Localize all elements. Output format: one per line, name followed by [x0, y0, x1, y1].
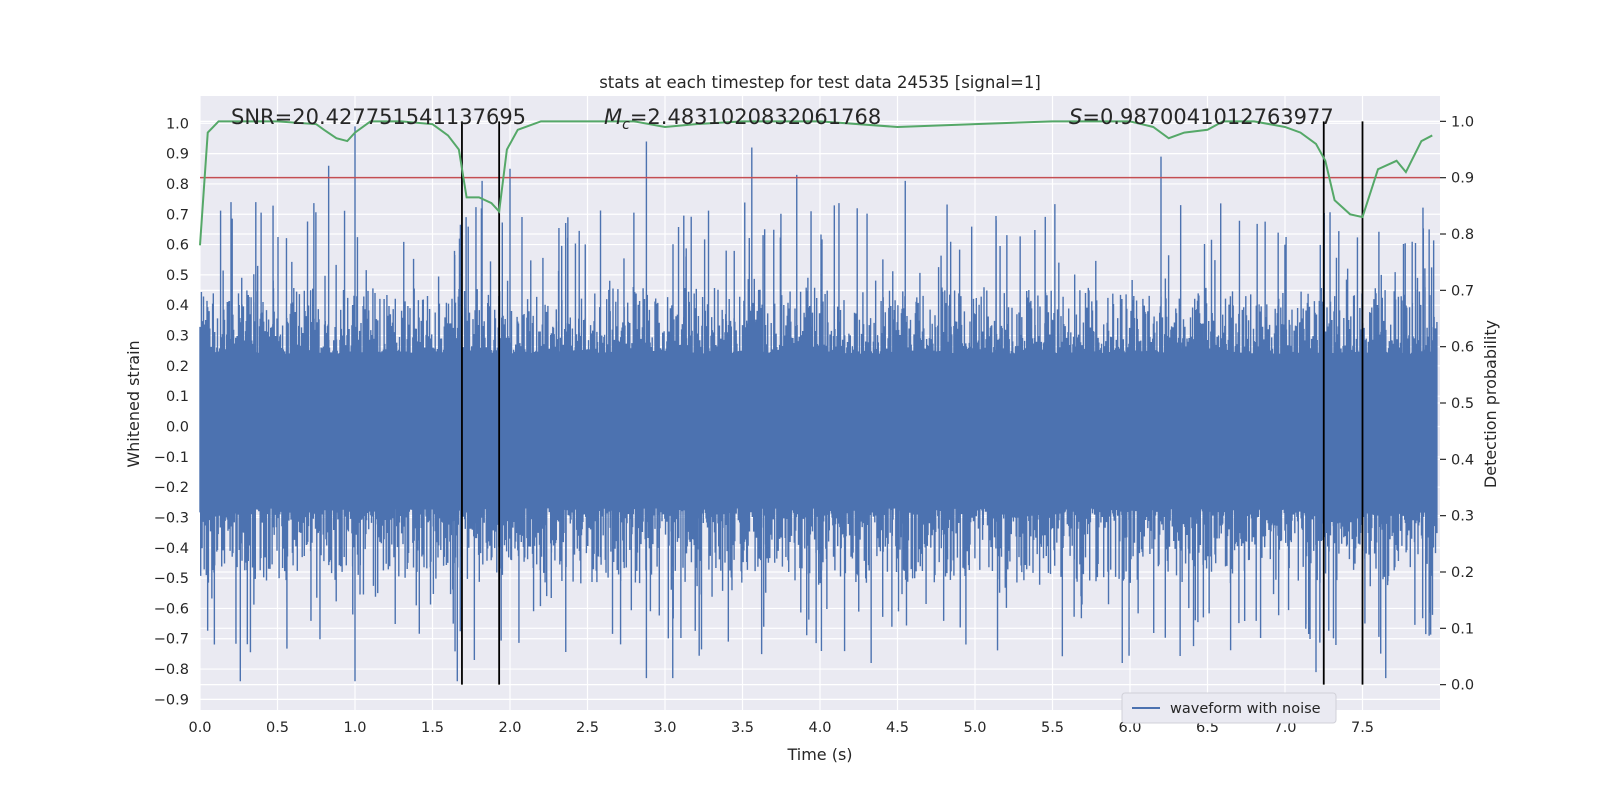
y-right-tick-label: 1.0: [1451, 114, 1474, 130]
s-value: =0.9870041012763977: [1082, 105, 1333, 129]
s-symbol: S: [1069, 105, 1082, 129]
y-left-tick-label: 0.9: [166, 147, 189, 163]
x-tick-label: 2.0: [498, 720, 521, 736]
y-right-tick-label: 0.1: [1451, 621, 1474, 637]
y-left-tick-label: −0.7: [154, 632, 189, 648]
legend-label: waveform with noise: [1170, 701, 1321, 717]
y-left-tick-label: 0.7: [166, 207, 189, 223]
legend-box: [1121, 692, 1337, 724]
probability-line: [199, 120, 1433, 246]
y-left-tick-label: 1.0: [166, 116, 189, 132]
x-tick-label: 0.0: [188, 720, 211, 736]
y-left-tick-label: −0.8: [154, 662, 189, 678]
x-tick-label: 6.5: [1196, 720, 1219, 736]
x-tick-label: 3.0: [653, 720, 676, 736]
left-axis-ticks: 1.0 0.9 0.8 0.7 0.6 0.5 0.4 0.3 0.2 0.1 0.0 −0.1 −0.…: [154, 116, 189, 708]
x-axis-ticks: 0.0 0.5 1.0 1.5 2.0 2.5 3.0 3.5 4.0 4.5 5.0 5.5 6.0 6…: [188, 720, 1374, 736]
y-left-tick-label: −0.6: [154, 601, 189, 617]
y-right-tick-label: 0.2: [1451, 565, 1474, 581]
x-tick-label: 3.5: [731, 720, 754, 736]
y-right-tick-label: 0.9: [1451, 171, 1474, 187]
right-axis-label: Detection probability: [1481, 320, 1500, 488]
s-annotation: S=0.9870041012763977: [1069, 105, 1334, 129]
x-tick-label: 5.5: [1041, 720, 1064, 736]
y-left-tick-label: −0.9: [154, 692, 189, 708]
waveform-line: [199, 126, 1438, 682]
y-left-tick-label: 0.5: [166, 268, 189, 284]
x-tick-label: 2.5: [576, 720, 599, 736]
y-left-tick-label: −0.2: [154, 480, 189, 496]
x-tick-label: 6.0: [1118, 720, 1141, 736]
y-left-tick-label: 0.8: [166, 177, 189, 193]
waveform-series: [199, 126, 1438, 682]
x-tick-label: 1.5: [421, 720, 444, 736]
y-right-tick-label: 0.7: [1451, 283, 1474, 299]
legend: waveform with noise: [1121, 692, 1337, 724]
right-axis-ticks: 1.0 0.9 0.8 0.7 0.6 0.5 0.4 0.3 0.2 0.1 0.0: [1440, 114, 1474, 694]
y-left-tick-label: −0.3: [154, 510, 189, 526]
y-left-tick-label: 0.6: [166, 238, 189, 254]
y-right-tick-label: 0.3: [1451, 509, 1474, 525]
y-right-tick-label: 0.5: [1451, 396, 1474, 412]
y-left-tick-label: 0.2: [166, 359, 189, 375]
y-left-tick-label: −0.1: [154, 450, 189, 466]
x-tick-label: 0.5: [266, 720, 289, 736]
y-left-tick-label: 0.4: [166, 298, 189, 314]
y-right-tick-label: 0.4: [1451, 452, 1474, 468]
y-left-tick-label: 0.0: [166, 419, 189, 435]
y-right-tick-label: 0.0: [1451, 678, 1474, 694]
x-tick-label: 1.0: [343, 720, 366, 736]
y-left-tick-label: 0.3: [166, 329, 189, 345]
chart-title: stats at each timestep for test data 245…: [599, 73, 1041, 92]
x-tick-label: 4.5: [886, 720, 909, 736]
y-left-tick-label: −0.5: [154, 571, 189, 587]
chirp-mass-value: =2.4831020832061768: [630, 105, 881, 129]
y-left-tick-label: −0.4: [154, 541, 189, 557]
chirp-mass-subscript: c: [622, 117, 630, 133]
x-tick-label: 7.0: [1273, 720, 1296, 736]
snr-annotation: SNR=20.427751541137695: [231, 105, 526, 129]
x-axis-label: Time (s): [786, 745, 852, 764]
left-axis-label: Whitened strain: [124, 340, 143, 467]
y-right-tick-label: 0.8: [1451, 227, 1474, 243]
chirp-mass-symbol: M: [604, 105, 622, 129]
y-left-tick-label: 0.1: [166, 389, 189, 405]
y-right-tick-label: 0.6: [1451, 340, 1474, 356]
x-tick-label: 4.0: [808, 720, 831, 736]
probability-series: [199, 120, 1433, 246]
chirp-mass-annotation: Mc=2.4831020832061768: [604, 105, 881, 133]
x-tick-label: 7.5: [1351, 720, 1374, 736]
x-tick-label: 5.0: [963, 720, 986, 736]
